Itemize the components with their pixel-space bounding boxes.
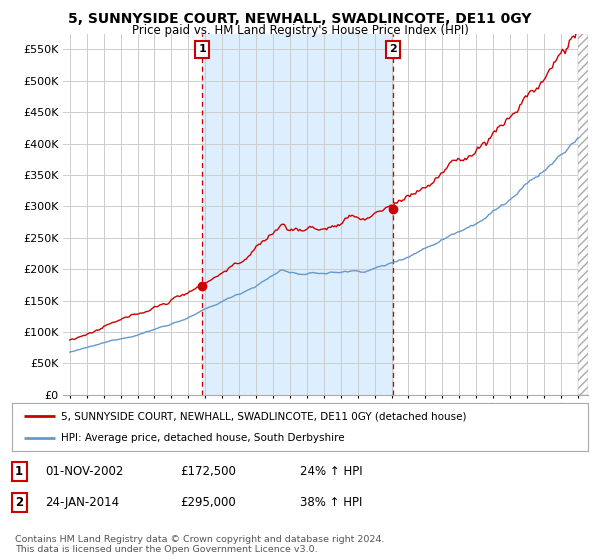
Bar: [578, 34, 588, 395]
Text: HPI: Average price, detached house, South Derbyshire: HPI: Average price, detached house, Sout…: [61, 433, 344, 443]
Text: 5, SUNNYSIDE COURT, NEWHALL, SWADLINCOTE, DE11 0GY: 5, SUNNYSIDE COURT, NEWHALL, SWADLINCOTE…: [68, 12, 532, 26]
Text: £172,500: £172,500: [180, 465, 236, 478]
Text: 1: 1: [199, 44, 206, 54]
Text: 38% ↑ HPI: 38% ↑ HPI: [300, 496, 362, 509]
Text: Price paid vs. HM Land Registry's House Price Index (HPI): Price paid vs. HM Land Registry's House …: [131, 24, 469, 37]
Bar: [202, 34, 393, 395]
Text: 2: 2: [15, 496, 23, 509]
Text: 1: 1: [15, 465, 23, 478]
Text: 2: 2: [389, 44, 397, 54]
Text: 24-JAN-2014: 24-JAN-2014: [45, 496, 119, 509]
Text: 5, SUNNYSIDE COURT, NEWHALL, SWADLINCOTE, DE11 0GY (detached house): 5, SUNNYSIDE COURT, NEWHALL, SWADLINCOTE…: [61, 411, 466, 421]
Bar: [578, 34, 588, 395]
Text: 24% ↑ HPI: 24% ↑ HPI: [300, 465, 362, 478]
Text: £295,000: £295,000: [180, 496, 236, 509]
Text: Contains HM Land Registry data © Crown copyright and database right 2024.
This d: Contains HM Land Registry data © Crown c…: [15, 535, 385, 554]
Text: 01-NOV-2002: 01-NOV-2002: [45, 465, 124, 478]
